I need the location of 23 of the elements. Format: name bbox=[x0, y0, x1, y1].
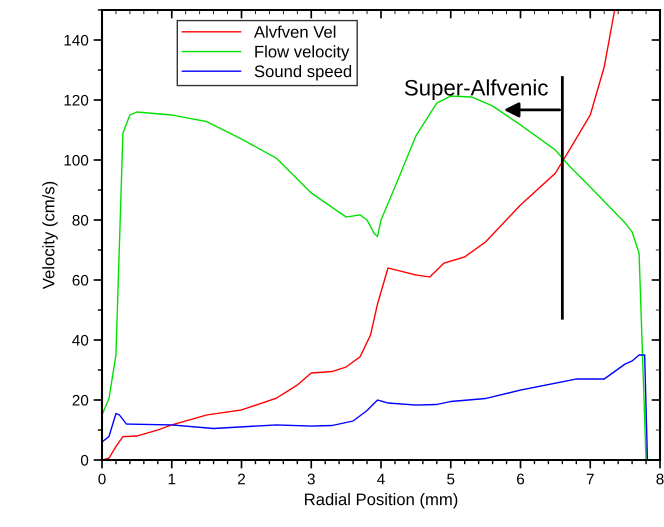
y-tick-label: 120 bbox=[64, 94, 88, 106]
y-tick-label: 140 bbox=[64, 34, 88, 46]
x-axis-title: Radial Position (mm) bbox=[305, 492, 458, 509]
y-tick-label: 40 bbox=[72, 334, 88, 346]
y-axis-title: Velocity (cm/s) bbox=[42, 182, 58, 290]
x-tick-label: 4 bbox=[377, 474, 385, 484]
x-tick-label: 8 bbox=[656, 474, 664, 484]
legend-label: Sound speed bbox=[254, 64, 352, 81]
annotation: Super-Alfvenic bbox=[404, 79, 548, 100]
x-tick-label: 7 bbox=[586, 474, 594, 484]
x-tick-label: 1 bbox=[168, 474, 176, 484]
y-tick-label: 80 bbox=[72, 214, 88, 226]
y-tick-label: 0 bbox=[80, 454, 88, 466]
x-tick-label: 0 bbox=[98, 474, 106, 484]
x-tick-label: 6 bbox=[517, 474, 524, 484]
y-tick-label: 100 bbox=[64, 154, 88, 166]
legend-label: Alvfven Vel bbox=[254, 26, 336, 38]
x-tick-label: 5 bbox=[447, 474, 454, 484]
x-tick-label: 2 bbox=[238, 474, 245, 484]
y-tick-label: 20 bbox=[72, 394, 88, 406]
legend-label: Flow velocity bbox=[255, 45, 350, 61]
y-tick-label: 60 bbox=[72, 274, 88, 286]
x-tick-label: 3 bbox=[308, 474, 315, 484]
